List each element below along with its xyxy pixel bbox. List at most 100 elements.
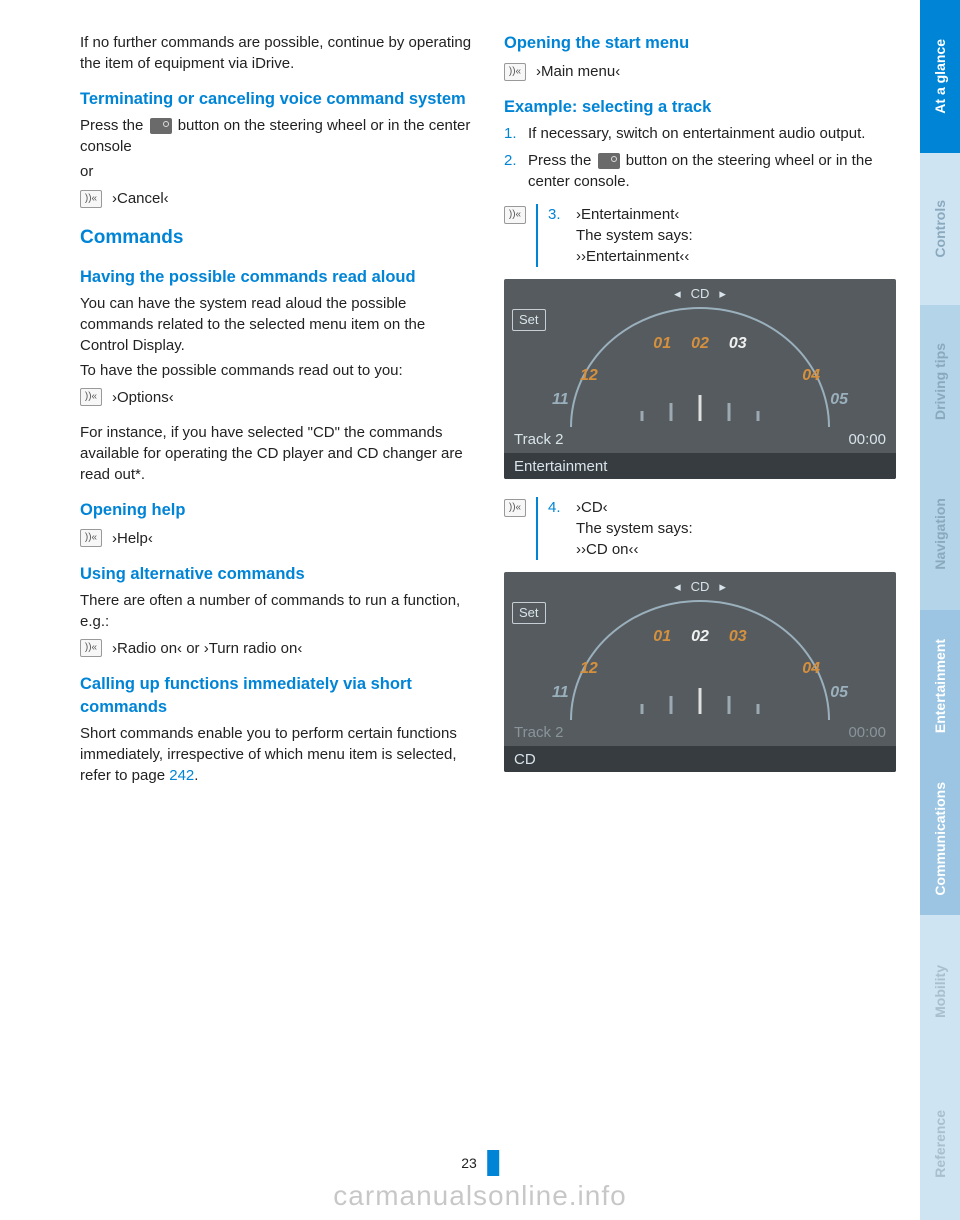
step-item: 2. Press the button on the steering whee… [504, 150, 896, 192]
step-text: ›Entertainment‹ The system says: ››Enter… [576, 204, 693, 267]
step-body: 3. ›Entertainment‹ The system says: ››En… [548, 204, 896, 267]
step-text: If necessary, switch on entertainment au… [528, 123, 896, 144]
right-column: Opening the start menu ))« ›Main menu‹ E… [504, 32, 896, 1220]
screenshot-entertainment: ◂ CD ▸ Set 01 02 03 12 04 11 05 Track 2 … [504, 279, 896, 479]
fig-bottom-label: Entertainment [504, 453, 896, 479]
fig-side-num: 05 [830, 389, 848, 411]
tab-label: Reference [932, 1110, 948, 1178]
tab-label: Controls [932, 200, 948, 258]
fig-track-row: Track 2 00:00 [504, 722, 896, 743]
readaloud-p3: For instance, if you have selected "CD" … [80, 422, 472, 485]
fig-numbers: 01 02 03 [653, 626, 746, 648]
page-number-wrap: 23 [461, 1150, 499, 1176]
voice-step-list: ))« 3. ›Entertainment‹ The system says: … [504, 204, 896, 267]
fig-side-num: 12 [580, 658, 598, 680]
step-number: 4. [548, 497, 572, 560]
readaloud-p2: To have the possible commands read out t… [80, 360, 472, 381]
command-entertainment: ›Entertainment‹ [576, 206, 679, 223]
content-area: If no further commands are possible, con… [0, 0, 920, 1220]
side-tab[interactable]: Communications [920, 763, 960, 916]
voice-step-list: ))« 4. ›CD‹ The system says: ››CD on‹‹ [504, 497, 896, 560]
fig-track-label: Track 2 [514, 429, 563, 450]
voice-command-row: ))« ›Main menu‹ [504, 61, 896, 82]
text-fragment: Short commands enable you to perform cer… [80, 725, 457, 784]
fig-bars [641, 688, 760, 714]
step-number: 3. [548, 204, 572, 267]
command-radio: ›Radio on‹ or ›Turn radio on‹ [112, 638, 302, 659]
side-tab[interactable]: Entertainment [920, 610, 960, 763]
voice-button-icon [150, 118, 172, 134]
side-tab[interactable]: Driving tips [920, 305, 960, 458]
side-tab[interactable]: Controls [920, 153, 960, 306]
voice-icon: ))« [80, 639, 102, 657]
page: If no further commands are possible, con… [0, 0, 960, 1220]
side-tabs: At a glance Controls Driving tipsNavigatio… [920, 0, 960, 1220]
fig-cd-label: CD [691, 578, 710, 596]
step-item: ))« 4. ›CD‹ The system says: ››CD on‹‹ [504, 497, 896, 560]
readaloud-p1: You can have the system read aloud the p… [80, 293, 472, 356]
text-or: or [80, 161, 472, 182]
fig-num: 02 [691, 626, 709, 648]
heading-startmenu: Opening the start menu [504, 32, 896, 55]
text-fragment: . [194, 767, 198, 784]
command-options: ›Options‹ [112, 387, 174, 408]
step-item: 1. If necessary, switch on entertainment… [504, 123, 896, 144]
page-number-bar [487, 1150, 499, 1176]
fig-num: 02 [691, 333, 709, 355]
fig-time: 00:00 [848, 722, 886, 743]
fig-header: ◂ CD ▸ [674, 578, 726, 596]
side-tab[interactable]: Reference [920, 1068, 960, 1220]
steps-list: 1. If necessary, switch on entertainment… [504, 123, 896, 192]
voice-icon: ))« [80, 190, 102, 208]
tab-label: Mobility [932, 965, 948, 1018]
alternative-text: There are often a number of commands to … [80, 590, 472, 632]
fig-bottom-label: CD [504, 746, 896, 772]
screenshot-cd: ◂ CD ▸ Set 01 02 03 12 04 11 05 Track 2 … [504, 572, 896, 772]
fig-set-button: Set [512, 602, 546, 624]
fig-side-num: 11 [552, 389, 569, 411]
system-response: ››CD on‹‹ [576, 541, 639, 558]
heading-terminate: Terminating or canceling voice command s… [80, 88, 472, 111]
voice-command-row: ))« ›Radio on‹ or ›Turn radio on‹ [80, 638, 472, 659]
side-tab[interactable]: At a glance [920, 0, 960, 153]
side-tab[interactable]: Mobility [920, 915, 960, 1068]
watermark: carmanualsonline.info [333, 1180, 626, 1212]
fig-header: ◂ CD ▸ [674, 285, 726, 303]
fig-set-button: Set [512, 309, 546, 331]
voice-command-row: ))« ›Cancel‹ [80, 188, 472, 209]
page-number: 23 [461, 1155, 487, 1171]
step-text: Press the button on the steering wheel o… [528, 150, 896, 192]
fig-num: 01 [653, 626, 671, 648]
fig-side-num: 05 [830, 682, 848, 704]
heading-readaloud: Having the possible commands read aloud [80, 266, 472, 289]
fig-track-label: Track 2 [514, 722, 563, 743]
step-body: 4. ›CD‹ The system says: ››CD on‹‹ [548, 497, 896, 560]
step-number: 2. [504, 150, 528, 192]
fig-cd-label: CD [691, 285, 710, 303]
tab-label: At a glance [932, 39, 948, 114]
command-cancel: ›Cancel‹ [112, 188, 169, 209]
voice-icon: ))« [504, 499, 526, 517]
terminate-text: Press the button on the steering wheel o… [80, 115, 472, 157]
text-fragment: Press the [528, 152, 596, 169]
intro-text: If no further commands are possible, con… [80, 32, 472, 74]
left-column: If no further commands are possible, con… [80, 32, 472, 1220]
voice-button-icon [598, 153, 620, 169]
voice-icon: ))« [504, 206, 526, 224]
heading-commands: Commands [80, 225, 472, 252]
text-fragment: Press the [80, 117, 148, 134]
voice-icon: ))« [80, 529, 102, 547]
command-help: ›Help‹ [112, 528, 153, 549]
fig-bars [641, 395, 760, 421]
fig-side-num: 04 [802, 365, 820, 387]
voice-icon: ))« [80, 388, 102, 406]
side-tab[interactable]: Navigation [920, 458, 960, 611]
step-number: 1. [504, 123, 528, 144]
command-mainmenu: ›Main menu‹ [536, 61, 620, 82]
fig-num: 03 [729, 626, 747, 648]
fig-side-num: 12 [580, 365, 598, 387]
fig-num: 01 [653, 333, 671, 355]
page-link[interactable]: 242 [169, 767, 194, 784]
system-says: The system says: [576, 227, 693, 244]
system-response: ››Entertainment‹‹ [576, 248, 689, 265]
